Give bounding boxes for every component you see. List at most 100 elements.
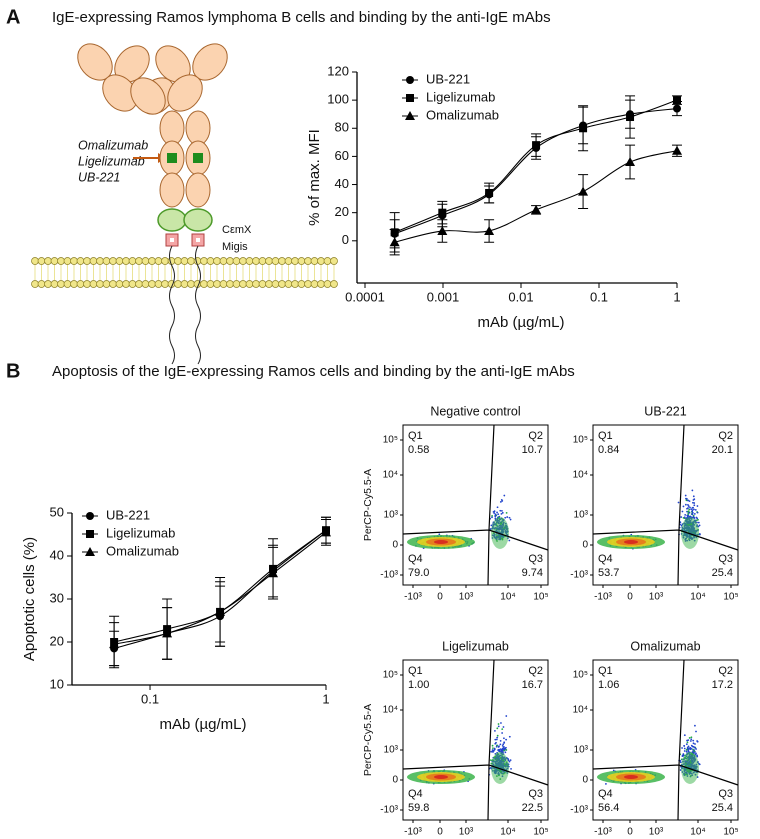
lipid-head bbox=[297, 257, 306, 265]
lipid-head bbox=[135, 280, 143, 288]
event-dot bbox=[686, 514, 689, 517]
quadrant-value: 9.74 bbox=[522, 567, 543, 579]
event-dot bbox=[693, 750, 696, 753]
x-tick-label: 10⁵ bbox=[723, 827, 738, 838]
y-tick-label: 80 bbox=[335, 120, 349, 135]
event-dot bbox=[687, 507, 689, 509]
x-tick-label: 1 bbox=[322, 691, 329, 706]
event-dot bbox=[693, 746, 695, 748]
lipid-head bbox=[31, 257, 39, 265]
event-dot bbox=[493, 512, 496, 514]
event-dot bbox=[695, 519, 698, 522]
event-dot bbox=[692, 506, 694, 509]
lipid-head bbox=[284, 280, 293, 288]
lipid-head bbox=[161, 257, 169, 265]
quadrant-name: Q1 bbox=[408, 430, 423, 442]
y-tick-label: 0 bbox=[392, 775, 398, 786]
lipid-head bbox=[265, 257, 273, 265]
event-dot bbox=[681, 747, 683, 749]
quadrant-name: Q1 bbox=[408, 665, 423, 677]
x-tick-label: 0.1 bbox=[141, 691, 159, 706]
quadrant-name: Q2 bbox=[528, 430, 543, 442]
quadrant-name: Q2 bbox=[528, 665, 543, 677]
event-dot bbox=[692, 499, 695, 501]
lipid-head bbox=[200, 257, 208, 265]
event-dot bbox=[505, 715, 508, 717]
quadrant-name: Q2 bbox=[718, 665, 733, 677]
lipid-head bbox=[258, 257, 267, 265]
plot-frame bbox=[592, 659, 739, 821]
event-dot bbox=[695, 748, 697, 750]
event-dot bbox=[503, 741, 506, 744]
event-dot bbox=[502, 726, 505, 728]
quadrant-name: Q3 bbox=[718, 788, 733, 800]
lipid-head bbox=[37, 280, 46, 288]
lipid-head bbox=[96, 257, 104, 265]
event-dot bbox=[508, 539, 511, 542]
y-tick-label: 10⁴ bbox=[573, 705, 588, 716]
event-dot bbox=[694, 724, 696, 727]
plot-frame bbox=[402, 659, 549, 821]
event-dot bbox=[685, 750, 688, 753]
event-dot bbox=[690, 738, 693, 741]
marker bbox=[532, 141, 541, 150]
ig-domain bbox=[159, 110, 185, 146]
marker bbox=[268, 568, 279, 578]
lipid-head bbox=[76, 280, 85, 288]
legend-marker bbox=[405, 111, 415, 120]
event-dot bbox=[501, 728, 504, 731]
event-dot bbox=[692, 742, 695, 745]
event-dot bbox=[489, 528, 492, 530]
lipid-head bbox=[284, 257, 293, 265]
y-axis-label: % of max. MFI bbox=[306, 129, 323, 226]
x-tick-label: 10³ bbox=[459, 827, 474, 838]
event-dot bbox=[683, 750, 686, 752]
event-dot bbox=[697, 521, 700, 524]
event-dot bbox=[497, 725, 500, 728]
lipid-head bbox=[122, 280, 130, 288]
lipid-head bbox=[317, 280, 325, 288]
events bbox=[407, 715, 512, 785]
event-dot bbox=[490, 524, 493, 527]
event-dot bbox=[684, 494, 687, 497]
lipid-head bbox=[187, 257, 195, 265]
panel-title: IgE-expressing Ramos lymphoma B cells an… bbox=[52, 9, 551, 26]
event-dot bbox=[689, 740, 692, 742]
event-dot bbox=[682, 505, 685, 508]
quadrant-value: 16.7 bbox=[522, 679, 543, 691]
lipid-head bbox=[148, 257, 156, 265]
lipid-head bbox=[57, 257, 65, 265]
ig-domain bbox=[130, 77, 166, 115]
legend-label: Ligelizumab bbox=[426, 89, 495, 104]
legend-label: UB-221 bbox=[106, 507, 150, 522]
quadrant-name: Q2 bbox=[718, 430, 733, 442]
y-tick-label: 10⁵ bbox=[383, 670, 398, 681]
lipid-head bbox=[128, 257, 137, 265]
events bbox=[407, 494, 512, 550]
marker bbox=[579, 124, 588, 133]
lipid-head bbox=[226, 257, 234, 265]
lipid-head bbox=[239, 280, 247, 288]
event-dot bbox=[687, 504, 689, 506]
ig-domain bbox=[167, 74, 203, 112]
legend-marker bbox=[86, 530, 94, 538]
quadrant-value: 10.7 bbox=[522, 444, 543, 456]
legend-marker bbox=[406, 76, 414, 84]
event-dot bbox=[498, 749, 501, 752]
event-dot bbox=[438, 533, 441, 536]
lipid-head bbox=[278, 280, 286, 288]
marker bbox=[321, 527, 331, 537]
plot-title: Negative control bbox=[430, 404, 520, 418]
lipid-head bbox=[141, 257, 150, 265]
lipid-head bbox=[258, 280, 267, 288]
antibody-label: Omalizumab bbox=[78, 138, 148, 152]
ig-domain bbox=[102, 74, 138, 112]
lipid-head bbox=[109, 280, 117, 288]
event-dot bbox=[688, 737, 691, 739]
event-dot bbox=[693, 504, 696, 507]
event-dot bbox=[501, 732, 504, 734]
gate-lines bbox=[592, 424, 739, 586]
x-axis-label: mAb (µg/mL) bbox=[478, 314, 565, 331]
event-dot bbox=[505, 749, 508, 751]
event-dot bbox=[501, 510, 503, 512]
